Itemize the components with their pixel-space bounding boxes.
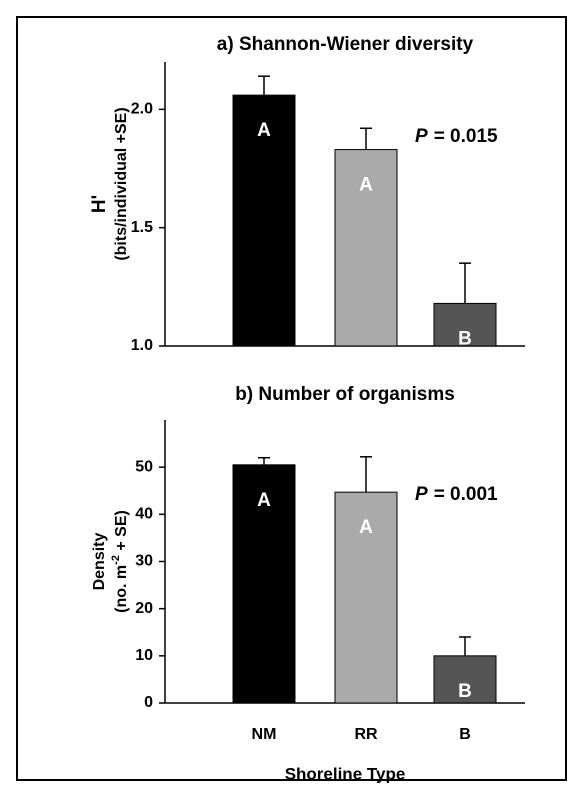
p-text: = 0.015 [434,126,498,147]
y-tick-label: 30 [135,553,153,570]
p-text: = 0.001 [434,484,498,505]
y-tick-label: 40 [135,506,153,523]
bar [232,464,296,704]
y-axis-label: Density [91,533,108,591]
bar-label: A [257,120,271,141]
frame [16,16,567,781]
y-tick-label: 50 [135,458,153,475]
bar-label: A [359,517,373,538]
chart-title: b) Number of organisms [235,384,455,405]
y-tick-label: 2.0 [131,101,153,118]
y-axis-label: (no. m-2 + SE) [110,510,130,613]
y-axis-label-part: (no. m [113,565,130,613]
bar [334,491,398,704]
bar-label: B [458,328,472,349]
p-value: P = 0.015 [415,126,498,147]
bar [433,302,497,347]
bar-label: A [359,175,373,196]
bar-label: B [458,681,472,702]
y-axis-label-part: + SE) [113,510,130,555]
y-tick-label: 20 [135,600,153,617]
bar [334,149,398,347]
y-axis-label: (bits/individual +SE) [113,107,130,260]
y-axis-label: H' [89,195,110,213]
y-axis-label-sup: -2 [110,555,122,565]
p-value: P = 0.001 [415,484,498,505]
y-tick-label: 1.0 [131,337,153,354]
p-symbol: P [415,484,428,505]
y-tick-label: 0 [144,694,153,711]
x-tick-label: B [459,726,471,743]
x-axis-label: Shoreline Type [285,764,406,783]
y-tick-label: 1.5 [131,219,153,236]
bar-label: A [257,490,271,511]
p-symbol: P [415,126,428,147]
bar [433,655,497,704]
bar [232,94,296,347]
chart-title: a) Shannon-Wiener diversity [217,34,474,55]
x-tick-label: NM [252,726,277,743]
x-tick-label: RR [354,726,378,743]
y-tick-label: 10 [135,647,153,664]
